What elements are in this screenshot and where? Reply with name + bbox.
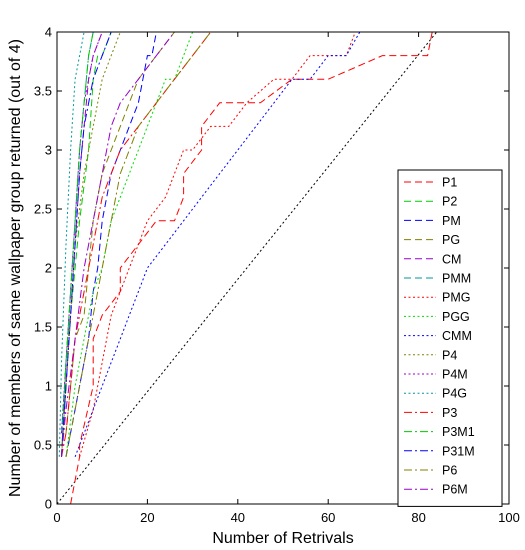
legend-label-p1: P1	[442, 176, 457, 190]
series-line-p1	[70, 32, 433, 504]
series-line-pgg	[65, 32, 211, 457]
legend-label-p4g: P4G	[442, 387, 467, 401]
legend-label-pm: PM	[442, 214, 461, 228]
y-tick-label: 1	[45, 379, 52, 394]
series-line-p3m1	[61, 32, 103, 457]
series-line-p6	[65, 32, 229, 457]
reference-line	[57, 32, 438, 504]
legend-label-p3m1: P3M1	[442, 425, 475, 439]
ticks-group: 0 20 40 60 80 100 0 0.5 1 1.5 2 2.5 3 3.5 4	[34, 25, 520, 526]
legend-label-p2: P2	[442, 195, 457, 209]
x-tick-label: 20	[140, 510, 154, 525]
series-line-pm	[65, 32, 166, 457]
y-tick-label: 0	[45, 497, 52, 512]
x-tick-label: 60	[321, 510, 335, 525]
y-tick-label: 3.5	[34, 84, 52, 99]
series-line-p4	[61, 32, 130, 457]
x-tick-label: 40	[231, 510, 245, 525]
legend-label-p4m: P4M	[442, 368, 468, 382]
series-line-pg	[65, 32, 193, 434]
x-tick-label: 100	[498, 510, 520, 525]
series-line-p31m	[61, 32, 121, 457]
x-tick-label: 0	[53, 510, 60, 525]
series-line-pmg	[79, 32, 365, 457]
y-tick-label: 3	[45, 143, 52, 158]
legend-label-p6m: P6M	[442, 483, 468, 497]
legend-label-p3: P3	[442, 406, 457, 420]
series-line-p2	[61, 32, 121, 457]
series-group	[58, 32, 433, 504]
legend-label-p4: P4	[442, 348, 457, 362]
y-tick-label: 0.5	[34, 438, 52, 453]
legend: P1 P2 PM PG CM PMM PMG PGG CMM P4 P4M P4G P3 P3M1 P31M…	[397, 169, 503, 507]
series-line-p4g	[58, 32, 94, 457]
x-axis-title: Number of Retrivals	[212, 530, 353, 547]
legend-label-p31m: P31M	[442, 444, 475, 458]
x-tick-label: 80	[411, 510, 425, 525]
series-line-p3	[61, 32, 229, 457]
y-tick-label: 4	[45, 25, 52, 40]
legend-label-cmm: CMM	[442, 329, 472, 343]
y-axis-title: Number of members of same wallpaper grou…	[7, 39, 24, 497]
y-tick-label: 2	[45, 261, 52, 276]
legend-label-pgg: PGG	[442, 310, 470, 324]
legend-label-pg: PG	[442, 233, 460, 247]
legend-label-pmg: PMG	[442, 291, 470, 305]
y-tick-label: 1.5	[34, 320, 52, 335]
series-line-p4m	[61, 32, 112, 434]
series-line-p6m	[61, 32, 193, 457]
series-line-cm	[61, 32, 112, 457]
legend-label-p6: P6	[442, 464, 457, 478]
legend-label-cm: CM	[442, 252, 461, 266]
series-line-cmm	[74, 32, 365, 457]
legend-label-pmm: PMM	[442, 272, 471, 286]
y-tick-label: 2.5	[34, 202, 52, 217]
reference-line-group	[57, 32, 438, 504]
